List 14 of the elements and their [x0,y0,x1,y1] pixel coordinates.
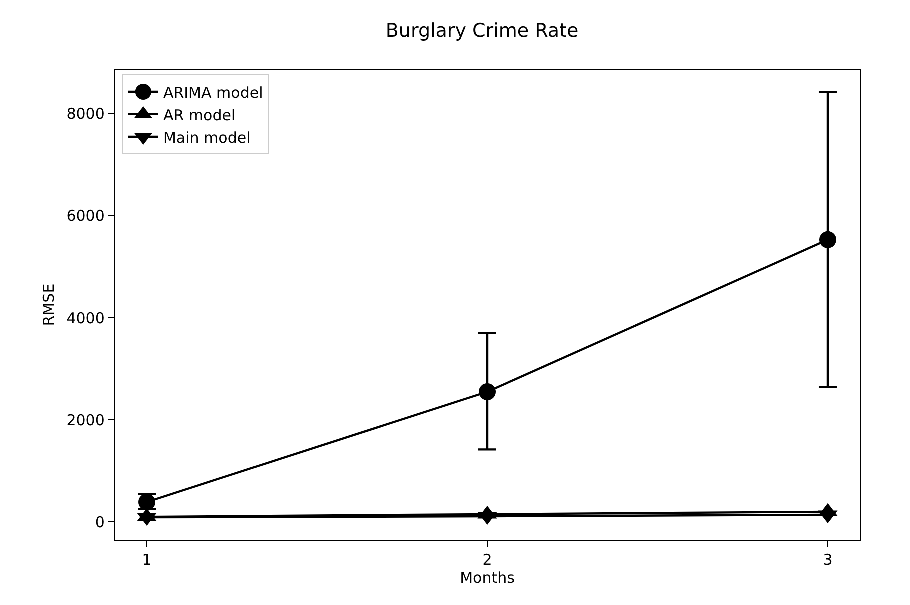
y-tick-label: 0 [95,513,105,532]
chart-title: Burglary Crime Rate [386,20,579,42]
x-tick-label: 3 [823,551,833,570]
y-tick-label: 6000 [66,207,105,226]
y-axis-title: RMSE [40,284,58,326]
x-tick-label: 2 [482,551,492,570]
x-axis-title: Months [460,569,516,588]
y-tick-label: 2000 [66,411,105,430]
legend-label: ARIMA model [163,84,264,102]
x-tick-label: 1 [142,551,152,570]
y-tick-label: 4000 [66,309,105,328]
y-tick-label: 8000 [66,105,105,124]
legend-label: AR model [163,106,236,124]
legend-label: Main model [163,128,251,147]
